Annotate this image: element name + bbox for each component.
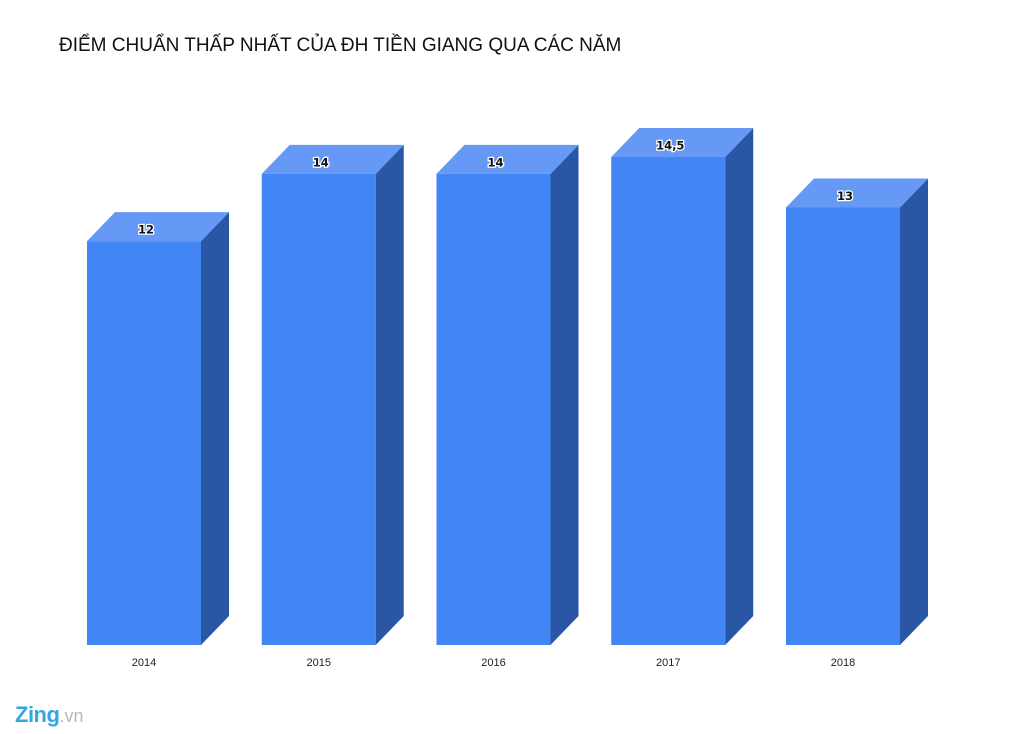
bar-side-2015 bbox=[375, 144, 404, 646]
chart-title: ĐIỂM CHUẨN THẤP NHẤT CỦA ĐH TIỀN GIANG Q… bbox=[59, 35, 622, 56]
bar-side-2018 bbox=[900, 178, 928, 645]
x-tick-label: 2018 bbox=[831, 657, 855, 669]
brand-logo: Zing.vn bbox=[15, 702, 83, 728]
bar-front-2014 bbox=[87, 241, 201, 645]
bar-2017 bbox=[611, 128, 754, 645]
data-label-2016: 14 bbox=[487, 155, 503, 169]
x-tick-label: 2016 bbox=[481, 657, 505, 669]
bar-side-2016 bbox=[550, 144, 579, 646]
brand-name: Zing bbox=[15, 702, 60, 727]
bar-2016 bbox=[436, 144, 579, 646]
brand-suffix: .vn bbox=[59, 706, 84, 726]
bar-side-2017 bbox=[725, 128, 754, 645]
data-label-2014: 12 bbox=[138, 223, 154, 237]
bar-top-2014 bbox=[87, 212, 229, 242]
bar-2014 bbox=[87, 212, 229, 645]
bar-top-2017 bbox=[611, 128, 754, 157]
bar-front-2017 bbox=[611, 157, 726, 645]
data-label-2017: 14,5 bbox=[656, 139, 684, 153]
bar-front-2015 bbox=[261, 173, 376, 646]
x-tick-label: 2015 bbox=[307, 657, 331, 669]
bar-2018 bbox=[786, 178, 928, 645]
x-tick-label: 2017 bbox=[656, 657, 680, 669]
bar-front-2016 bbox=[436, 173, 551, 646]
bar-top-2018 bbox=[786, 178, 928, 208]
bar-side-2014 bbox=[201, 212, 229, 645]
data-label-2018: 13 bbox=[837, 189, 853, 203]
bar-front-2018 bbox=[786, 207, 900, 645]
x-tick-label: 2014 bbox=[132, 657, 156, 669]
bar-top-2015 bbox=[261, 144, 404, 174]
bar-top-2016 bbox=[436, 144, 579, 174]
data-label-2015: 14 bbox=[313, 155, 329, 169]
bar-2015 bbox=[261, 144, 404, 646]
